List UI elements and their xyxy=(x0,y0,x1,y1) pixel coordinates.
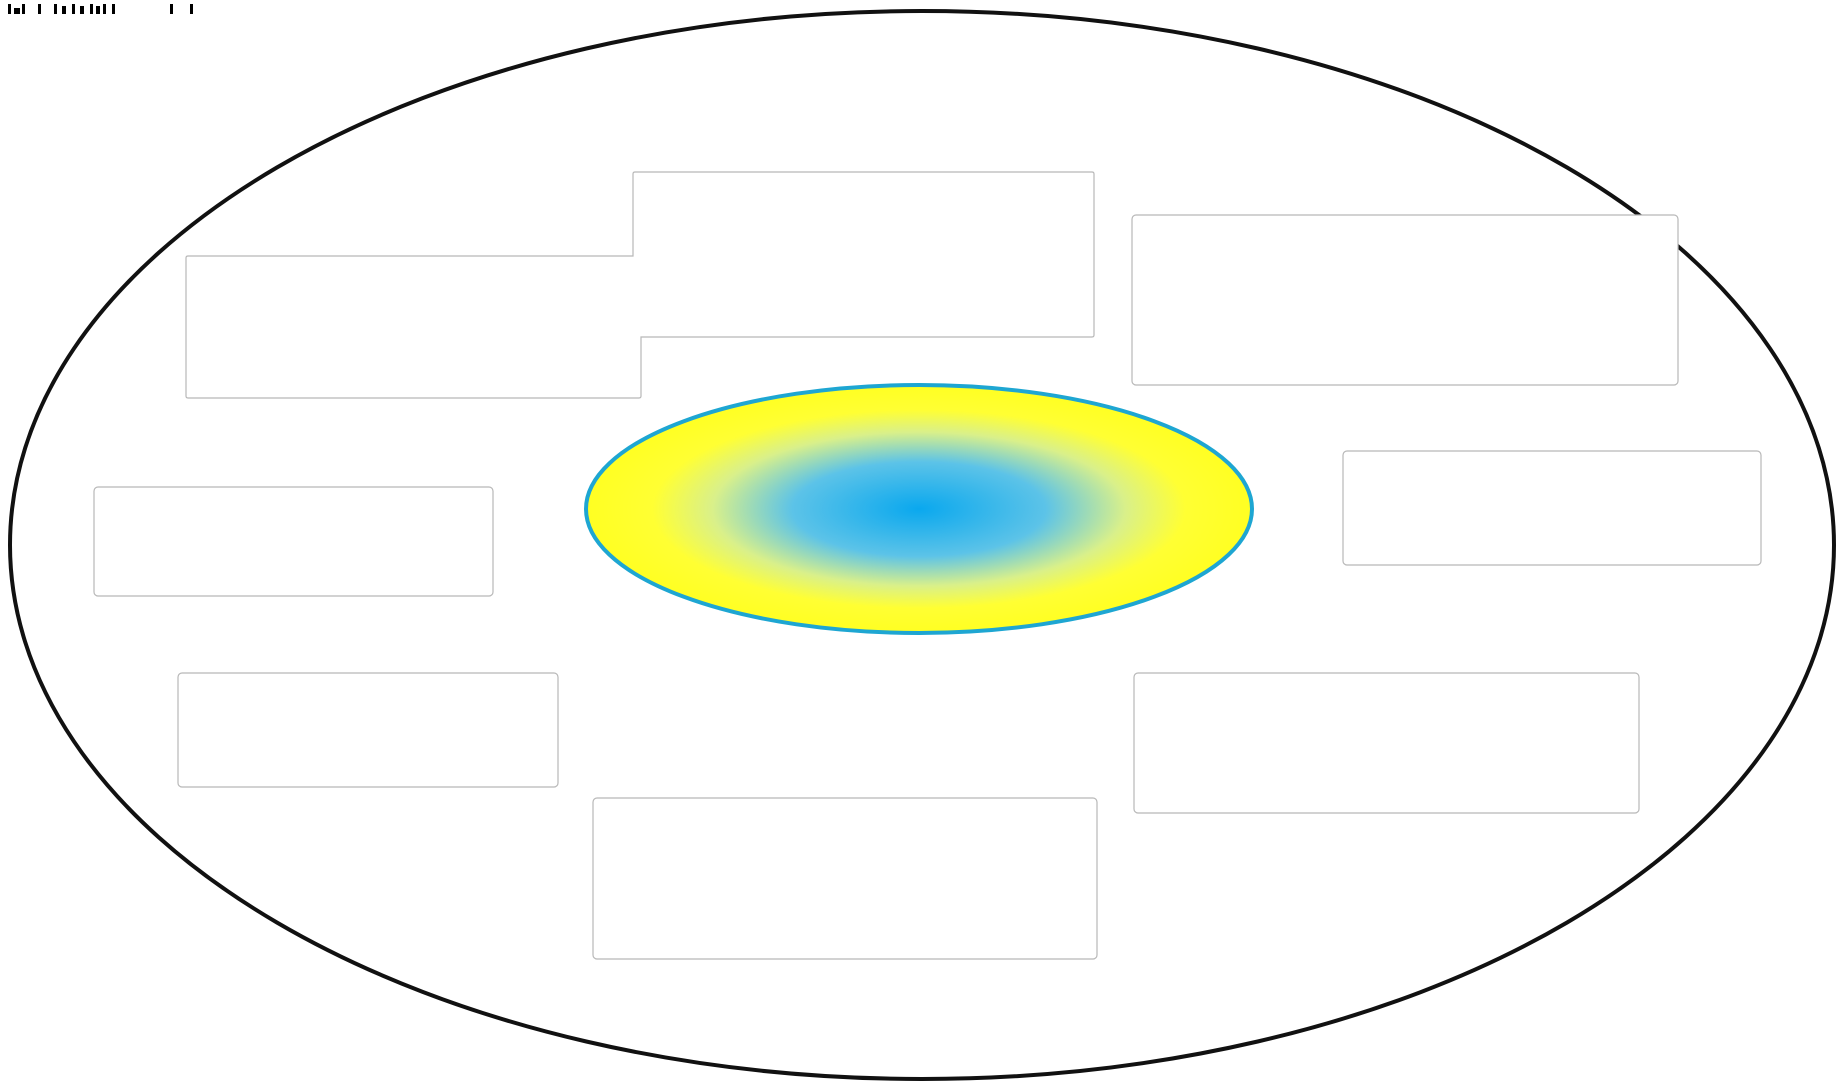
text-box-upper-left[interactable] xyxy=(185,171,1095,399)
header-marks xyxy=(8,4,193,14)
text-box-lower-left[interactable] xyxy=(177,672,559,788)
text-box-upper-right[interactable] xyxy=(1131,214,1679,386)
text-box-lower-right[interactable] xyxy=(1133,672,1640,814)
text-box-bottom-center[interactable] xyxy=(592,797,1098,960)
text-box-middle-left[interactable] xyxy=(93,486,494,597)
text-box-middle-right[interactable] xyxy=(1342,450,1762,566)
core-ellipse xyxy=(584,383,1254,635)
